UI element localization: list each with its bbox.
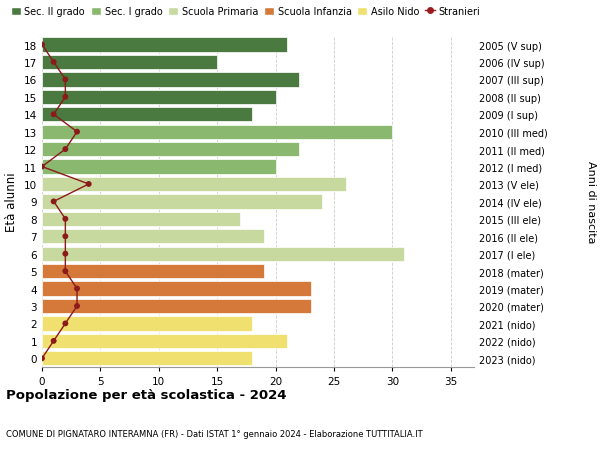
Text: COMUNE DI PIGNATARO INTERAMNA (FR) - Dati ISTAT 1° gennaio 2024 - Elaborazione T: COMUNE DI PIGNATARO INTERAMNA (FR) - Dat… xyxy=(6,429,422,438)
Text: Popolazione per età scolastica - 2024: Popolazione per età scolastica - 2024 xyxy=(6,388,287,401)
Bar xyxy=(42,334,287,348)
Point xyxy=(61,146,70,153)
Point xyxy=(49,198,58,206)
Legend: Sec. II grado, Sec. I grado, Scuola Primaria, Scuola Infanzia, Asilo Nido, Stran: Sec. II grado, Sec. I grado, Scuola Prim… xyxy=(11,7,481,17)
Bar xyxy=(42,178,346,192)
Point xyxy=(61,268,70,275)
Point xyxy=(61,320,70,327)
Bar xyxy=(42,73,299,87)
Bar xyxy=(42,299,311,313)
Bar xyxy=(42,230,264,244)
Point xyxy=(61,233,70,241)
Bar xyxy=(42,125,392,140)
Point xyxy=(61,216,70,223)
Bar xyxy=(42,56,217,70)
Bar xyxy=(42,247,404,261)
Point xyxy=(61,251,70,258)
Bar xyxy=(42,212,241,226)
Bar xyxy=(42,90,275,105)
Point xyxy=(72,129,82,136)
Point xyxy=(49,337,58,345)
Bar xyxy=(42,108,252,122)
Y-axis label: Età alunni: Età alunni xyxy=(5,172,19,232)
Bar xyxy=(42,143,299,157)
Point xyxy=(72,302,82,310)
Point xyxy=(61,94,70,101)
Point xyxy=(37,355,47,362)
Bar xyxy=(42,38,287,52)
Bar xyxy=(42,195,322,209)
Bar xyxy=(42,282,311,296)
Text: Anni di nascita: Anni di nascita xyxy=(586,161,596,243)
Point xyxy=(37,42,47,49)
Bar xyxy=(42,264,264,279)
Point xyxy=(72,285,82,292)
Point xyxy=(61,77,70,84)
Point xyxy=(37,163,47,171)
Bar xyxy=(42,317,252,331)
Point xyxy=(84,181,94,188)
Bar xyxy=(42,352,252,366)
Bar xyxy=(42,160,275,174)
Point xyxy=(49,59,58,67)
Point xyxy=(49,112,58,119)
